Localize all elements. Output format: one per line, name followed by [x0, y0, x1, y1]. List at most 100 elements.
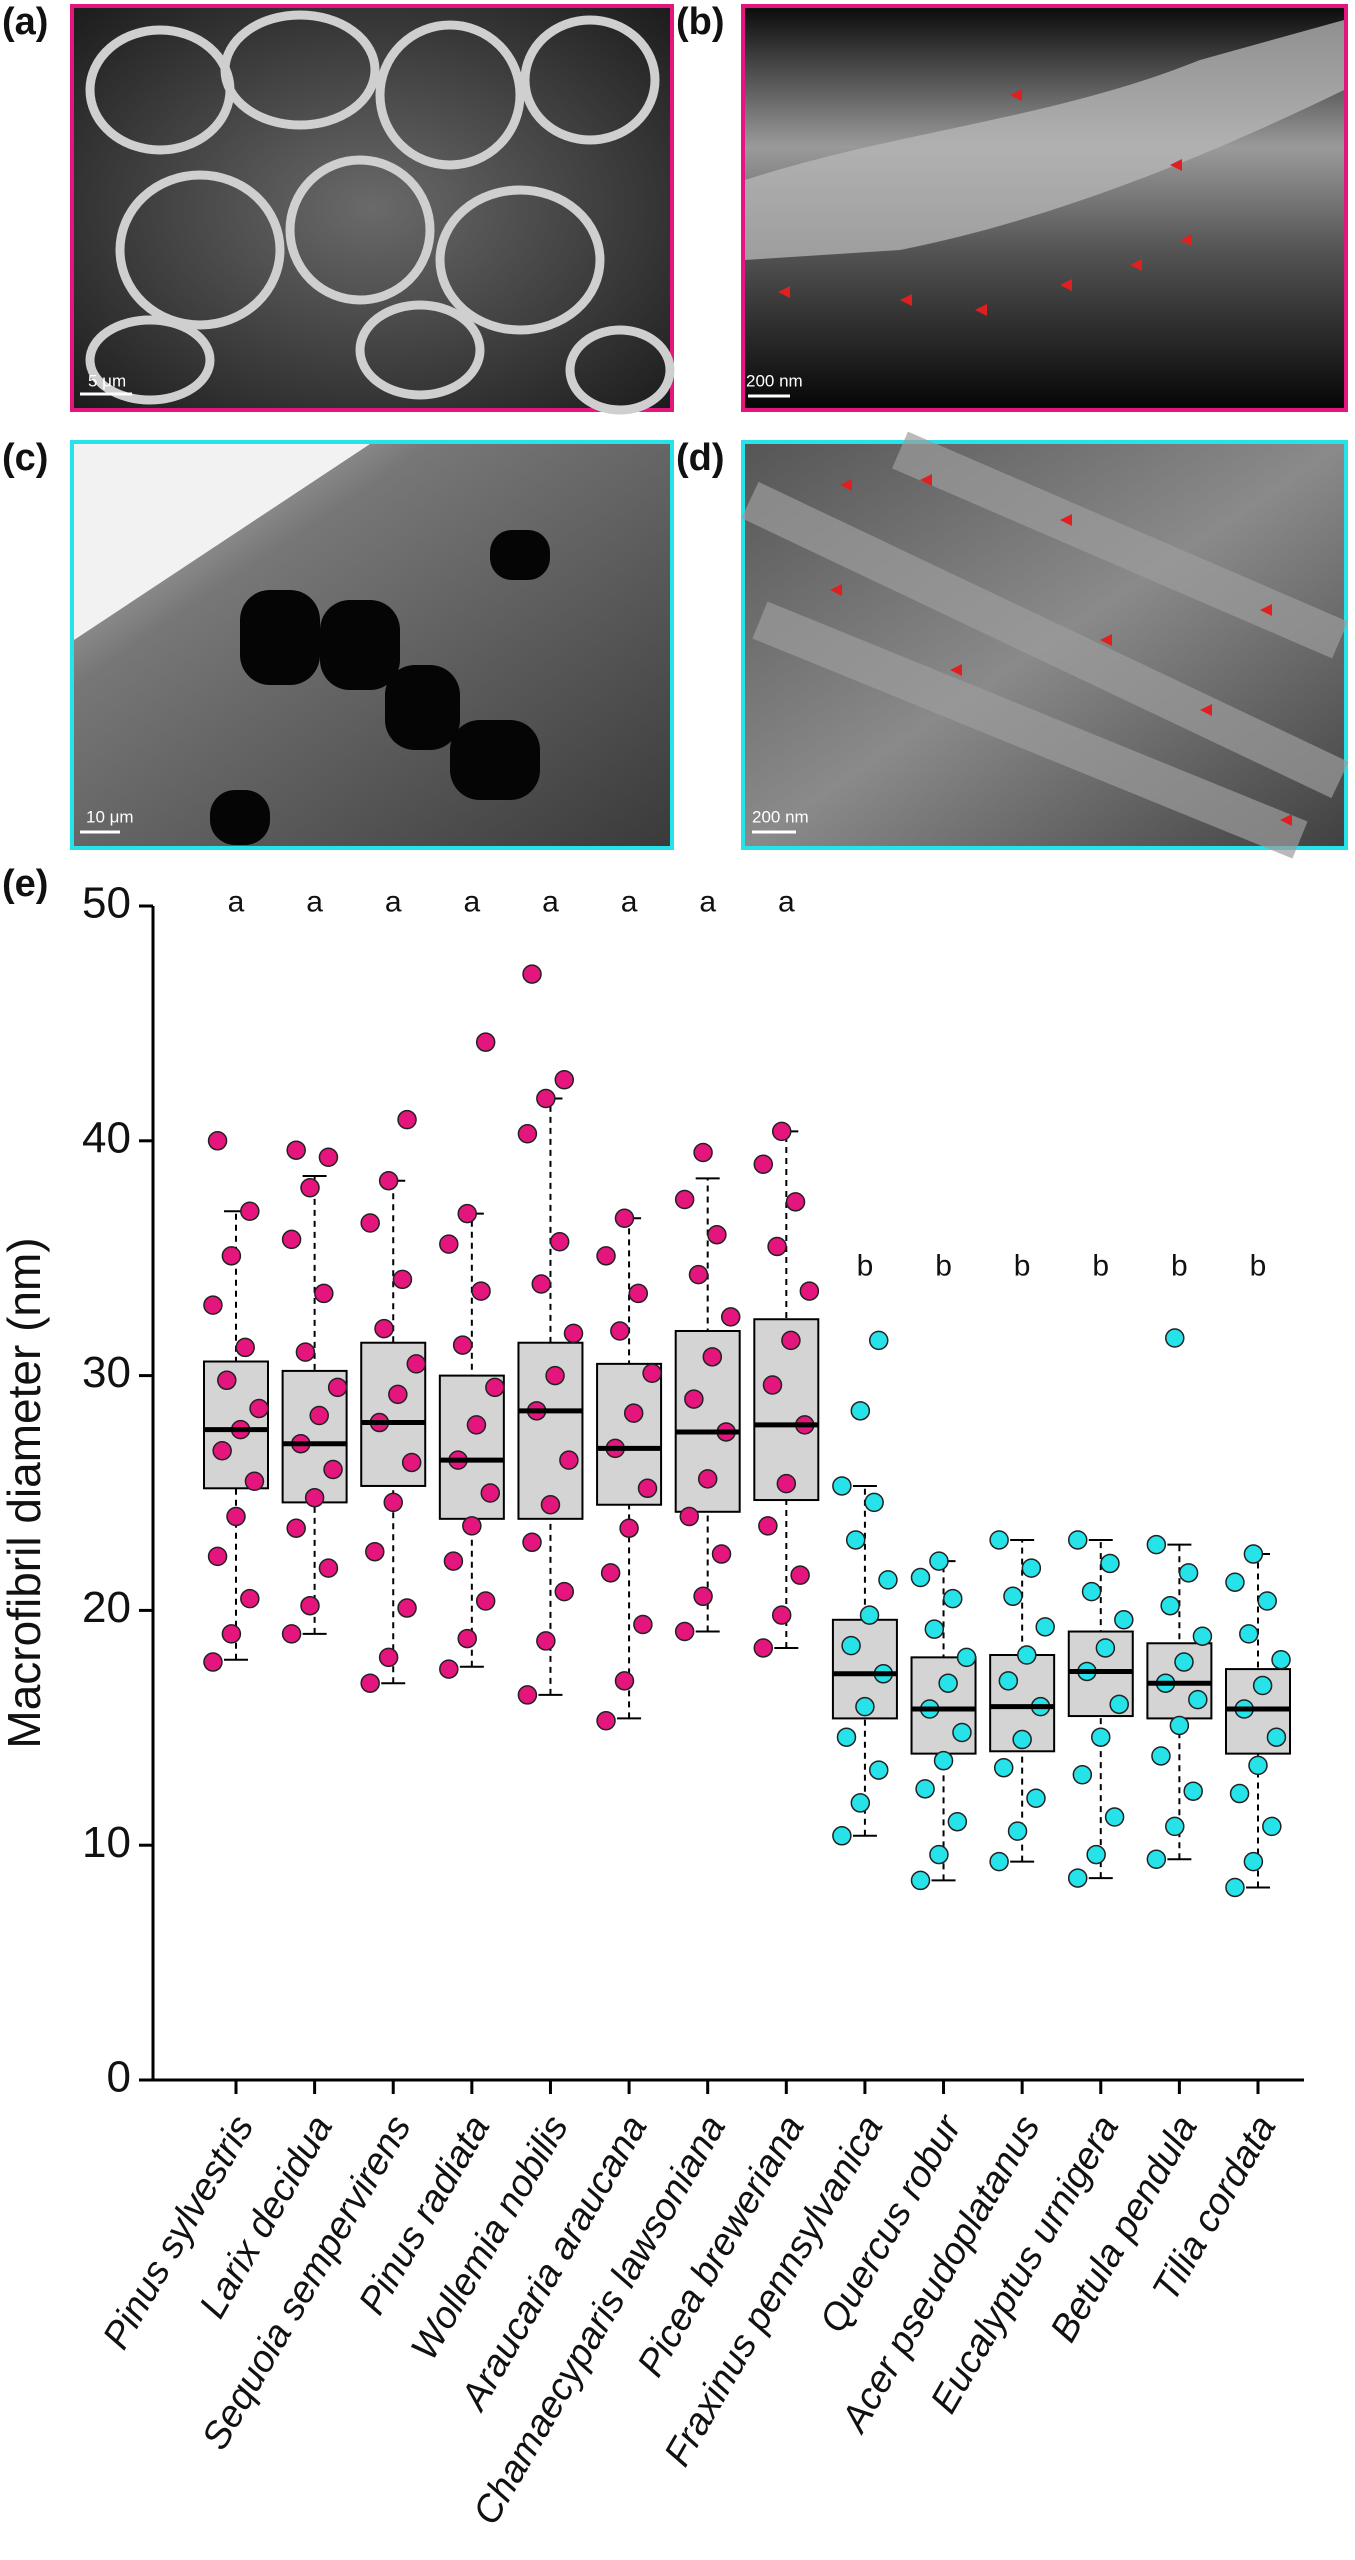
y-axis-title: Macrofibril diameter (nm) — [0, 1237, 50, 1748]
data-point — [392, 1269, 413, 1290]
data-point — [536, 1631, 556, 1651]
data-point — [318, 1147, 339, 1167]
data-point — [240, 1588, 260, 1609]
panel-label: (e) — [2, 863, 48, 905]
data-point — [771, 1121, 792, 1142]
data-point — [776, 1473, 797, 1494]
data-point — [1067, 1868, 1088, 1888]
data-point — [406, 1354, 427, 1374]
data-point — [674, 1621, 695, 1642]
data-point — [693, 1586, 713, 1607]
data-point — [1026, 1788, 1046, 1808]
data-point — [1174, 1652, 1194, 1672]
data-point — [1188, 1689, 1208, 1710]
data-point — [610, 1321, 630, 1341]
data-point — [522, 964, 542, 984]
data-point — [938, 1673, 958, 1693]
data-point — [309, 1405, 329, 1426]
data-point — [1160, 1595, 1180, 1616]
data-point — [545, 1365, 565, 1386]
data-point — [1003, 1586, 1023, 1607]
data-point — [226, 1506, 246, 1527]
group-letter: b — [1014, 1250, 1031, 1283]
data-point — [753, 1638, 774, 1658]
group-letter: a — [385, 886, 402, 919]
data-point — [244, 1471, 265, 1492]
data-point — [679, 1506, 700, 1527]
data-point — [637, 1478, 658, 1499]
data-point — [1165, 1816, 1185, 1837]
data-point — [559, 1450, 579, 1470]
micrograph-c: 10 μm — [70, 440, 674, 850]
data-point — [517, 1685, 538, 1705]
data-point — [365, 1541, 385, 1562]
data-point — [397, 1109, 417, 1130]
data-point — [1067, 1530, 1088, 1550]
data-point — [207, 1131, 228, 1151]
panel-label: (c) — [2, 437, 48, 479]
data-point — [540, 1494, 561, 1515]
data-point — [929, 1844, 949, 1865]
data-point — [212, 1440, 232, 1461]
data-point — [600, 1563, 621, 1583]
data-point — [1091, 1727, 1111, 1747]
scale-bar-label: 200 nm — [752, 807, 809, 826]
data-point — [684, 1389, 704, 1409]
data-point — [475, 1591, 496, 1611]
data-point — [933, 1750, 954, 1771]
group-letter: a — [306, 886, 323, 919]
data-point — [452, 1335, 473, 1355]
data-point — [915, 1779, 935, 1799]
data-point — [323, 1459, 343, 1480]
data-point — [1017, 1645, 1037, 1665]
data-point — [327, 1377, 348, 1398]
data-point — [596, 1711, 616, 1731]
data-point — [688, 1264, 709, 1285]
data-point — [457, 1203, 477, 1224]
data-point — [462, 1516, 482, 1536]
data-point — [1262, 1816, 1282, 1837]
group-letter: a — [699, 886, 716, 919]
data-point — [771, 1605, 792, 1625]
data-point — [471, 1281, 491, 1301]
data-point — [868, 1760, 889, 1780]
data-point — [720, 1307, 741, 1327]
data-point — [554, 1070, 575, 1090]
data-point — [642, 1363, 662, 1384]
data-point — [1007, 1821, 1028, 1841]
data-point — [439, 1234, 459, 1254]
data-point — [832, 1476, 852, 1496]
data-point — [281, 1624, 302, 1644]
data-point — [221, 1246, 242, 1266]
data-point — [697, 1469, 718, 1489]
y-tick-label: 30 — [82, 1348, 131, 1397]
group-letter: a — [228, 886, 245, 919]
data-point — [360, 1213, 380, 1233]
data-point — [845, 1530, 866, 1550]
data-point — [924, 1619, 945, 1639]
data-point — [1109, 1694, 1129, 1715]
data-point — [989, 1530, 1009, 1550]
data-point — [910, 1870, 931, 1891]
data-point — [217, 1370, 237, 1391]
data-point — [702, 1347, 723, 1367]
data-point — [295, 1342, 316, 1362]
data-point — [781, 1330, 801, 1351]
data-point — [281, 1229, 302, 1250]
data-point — [401, 1452, 422, 1473]
y-tick-label: 10 — [82, 1818, 131, 1867]
scale-bar-label: 10 μm — [86, 807, 134, 826]
data-point — [711, 1544, 732, 1564]
data-point — [868, 1330, 889, 1351]
data-point — [790, 1565, 810, 1585]
data-point — [596, 1246, 616, 1266]
data-point — [910, 1567, 931, 1588]
data-point — [536, 1088, 556, 1109]
data-point — [457, 1628, 477, 1649]
panel-label: (b) — [676, 1, 725, 43]
data-point — [439, 1659, 459, 1679]
data-point — [799, 1281, 820, 1301]
scale-bar-label: 5 μm — [88, 371, 126, 390]
data-point — [619, 1518, 639, 1538]
data-point — [300, 1595, 320, 1616]
